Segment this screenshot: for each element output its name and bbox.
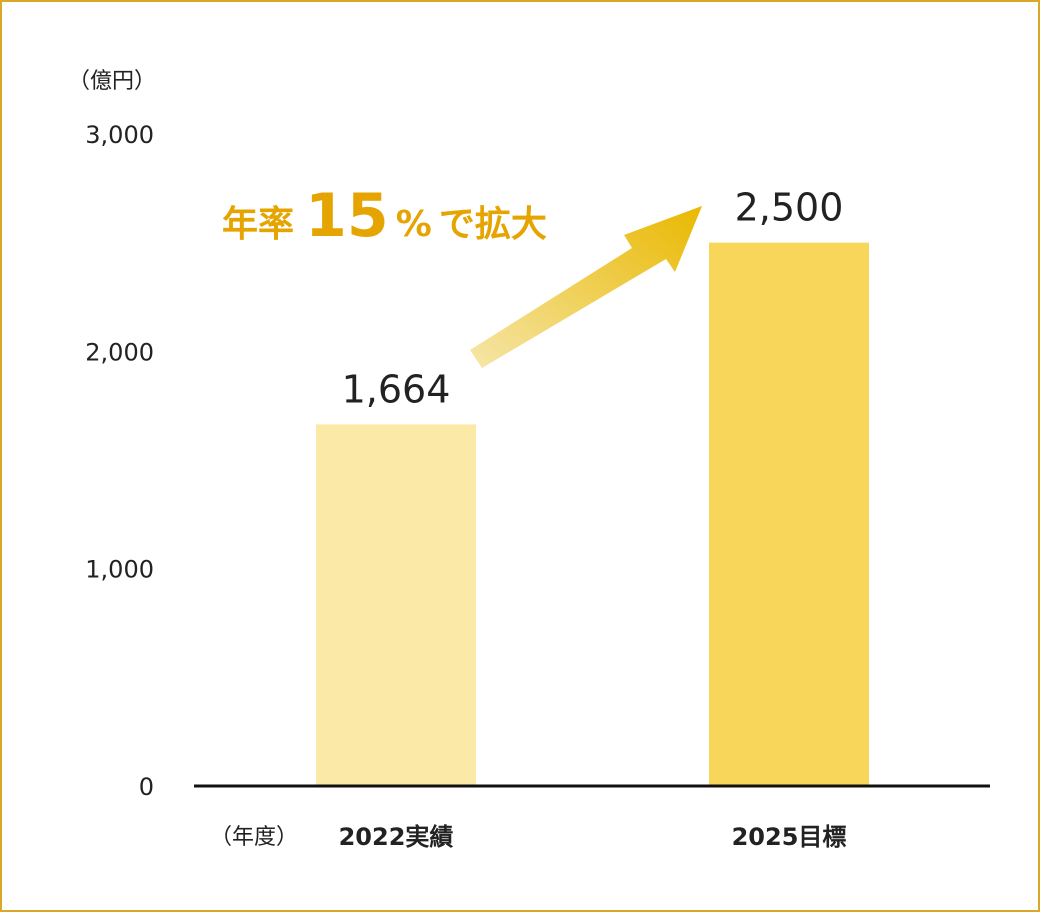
bar bbox=[709, 242, 869, 786]
growth-percent: % bbox=[396, 204, 432, 245]
x-category-label: 2022実績 bbox=[339, 823, 454, 851]
value-labels: 1,664 2,500 bbox=[342, 186, 844, 412]
y-tick-labels: 0 1,000 2,000 3,000 bbox=[85, 121, 154, 801]
growth-number: 15 bbox=[305, 181, 389, 251]
x-category-label: 2025目標 bbox=[732, 823, 847, 851]
bar-value-label: 2,500 bbox=[735, 186, 844, 230]
y-unit-label: （億円） bbox=[68, 69, 156, 94]
y-tick-label: 1,000 bbox=[85, 556, 154, 584]
x-category-labels: 2022実績 2025目標 bbox=[339, 823, 847, 851]
bar-value-label: 1,664 bbox=[342, 367, 451, 411]
growth-annotation: 年率 15 % で拡大 bbox=[222, 181, 547, 251]
y-tick-label: 2,000 bbox=[85, 338, 154, 366]
bar bbox=[316, 424, 476, 786]
growth-arrow bbox=[470, 206, 702, 368]
x-axis-title: （年度） bbox=[210, 825, 298, 850]
bars bbox=[316, 242, 869, 786]
y-tick-label: 3,000 bbox=[85, 121, 154, 149]
growth-prefix: 年率 bbox=[222, 204, 294, 245]
y-tick-label: 0 bbox=[139, 773, 154, 801]
growth-suffix: で拡大 bbox=[439, 204, 547, 245]
